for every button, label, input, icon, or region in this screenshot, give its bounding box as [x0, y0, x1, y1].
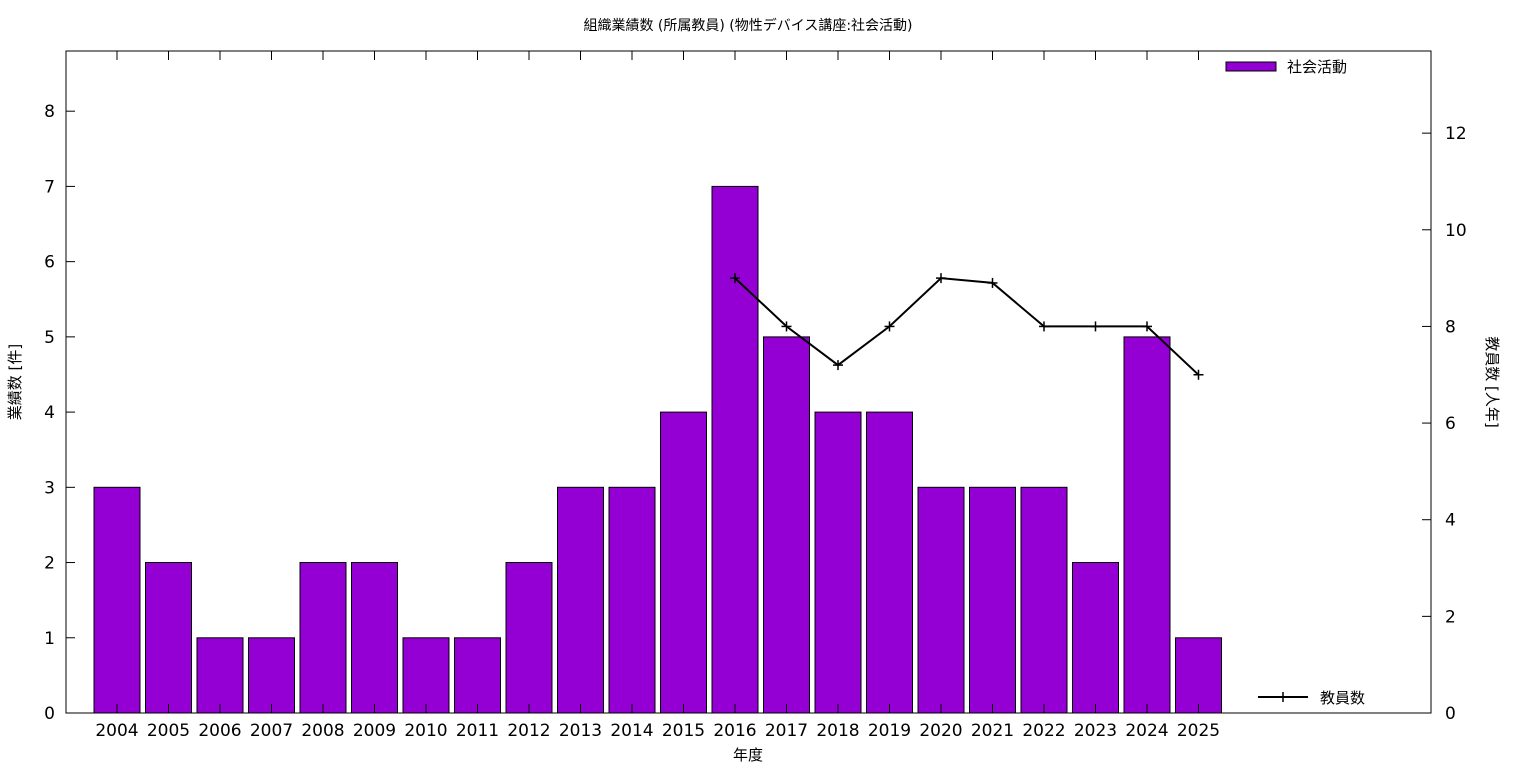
y-tick-label-7: 7 — [44, 177, 55, 197]
x-tick-label-2015: 2015 — [662, 721, 705, 741]
x-tick-label-2009: 2009 — [353, 721, 396, 741]
x-tick-label-2014: 2014 — [610, 721, 653, 741]
x-tick-label-2018: 2018 — [816, 721, 859, 741]
x-tick-label-2016: 2016 — [713, 721, 756, 741]
x-tick-label-2010: 2010 — [404, 721, 447, 741]
bars-layer — [93, 185, 1222, 714]
bar-2006 — [196, 637, 244, 714]
bar-2007 — [248, 637, 295, 714]
line-point-2020 — [936, 273, 946, 284]
x-tick-label-2011: 2011 — [456, 721, 499, 741]
bar-2020 — [917, 486, 965, 714]
bar-2012 — [505, 562, 553, 714]
x-tick-label-2021: 2021 — [971, 721, 1014, 741]
y-tick-label-5: 5 — [44, 328, 55, 348]
y2-tick-label-12: 12 — [1445, 124, 1467, 144]
y2-tick-label-0: 0 — [1445, 704, 1456, 724]
bar-2004 — [93, 486, 141, 714]
bar-2013 — [557, 486, 604, 714]
y2-tick-label-2: 2 — [1445, 607, 1456, 627]
y-tick-label-3: 3 — [44, 478, 55, 498]
x-tick-label-2022: 2022 — [1022, 721, 1065, 741]
line-point-2024 — [1142, 321, 1152, 332]
x-tick-label-2020: 2020 — [919, 721, 962, 741]
x-tick-label-2012: 2012 — [507, 721, 550, 741]
plot-frame — [65, 50, 1432, 714]
bar-2008 — [299, 562, 347, 714]
x-tick-label-2007: 2007 — [250, 721, 293, 741]
legend-bar-swatch — [1225, 61, 1277, 72]
y-axis-title: 業績数 [件] — [6, 344, 24, 420]
bar-2024 — [1123, 336, 1171, 714]
bar-2009 — [351, 562, 398, 714]
bar-2010 — [402, 637, 450, 714]
x-tick-label-2006: 2006 — [198, 721, 241, 741]
bar-2018 — [814, 411, 862, 714]
y-tick-label-0: 0 — [44, 704, 55, 724]
x-tick-label-2005: 2005 — [147, 721, 190, 741]
bar-2016 — [711, 185, 759, 714]
line-faculty-count — [734, 277, 1200, 376]
y2-tick-label-4: 4 — [1445, 511, 1456, 531]
legend-line-label: 教員数 — [1320, 689, 1365, 707]
bar-2015 — [660, 411, 707, 714]
x-tick-label-2025: 2025 — [1177, 721, 1220, 741]
bar-2019 — [866, 411, 913, 714]
chart-title: 組織業績数 (所属教員) (物性デバイス講座:社会活動) — [583, 17, 912, 34]
legend-bar-label: 社会活動 — [1287, 58, 1347, 76]
line-point-2016 — [730, 273, 740, 284]
line-point-2025 — [1193, 369, 1204, 380]
y-tick-label-8: 8 — [44, 102, 55, 122]
bar-2025 — [1175, 637, 1222, 714]
bar-2014 — [608, 486, 656, 714]
x-axis-title: 年度 — [733, 746, 763, 764]
bar-2011 — [454, 637, 501, 714]
bar-2021 — [969, 486, 1016, 714]
line-point-2021 — [987, 277, 998, 288]
bar-2023 — [1072, 562, 1119, 714]
legend-line: 教員数 — [1258, 689, 1365, 707]
y2-tick-label-10: 10 — [1445, 221, 1467, 241]
y-tick-label-6: 6 — [44, 253, 55, 273]
y2-tick-label-6: 6 — [1445, 414, 1456, 434]
x-tick-label-2024: 2024 — [1125, 721, 1168, 741]
bar-2005 — [145, 562, 192, 714]
line-point-2018 — [833, 360, 843, 371]
line-point-2019 — [884, 321, 895, 332]
line-layer — [730, 273, 1204, 380]
x-tick-label-2017: 2017 — [765, 721, 808, 741]
x-tick-label-2023: 2023 — [1074, 721, 1117, 741]
y2-tick-label-8: 8 — [1445, 317, 1456, 337]
bar-2022 — [1020, 486, 1068, 714]
line-point-2017 — [781, 321, 792, 332]
y2-axis-title: 教員数 [人年] — [1483, 336, 1501, 427]
y-tick-label-2: 2 — [44, 554, 55, 574]
x-tick-label-2013: 2013 — [559, 721, 602, 741]
x-tick-label-2019: 2019 — [868, 721, 911, 741]
line-point-2023 — [1090, 321, 1101, 332]
y-tick-label-1: 1 — [44, 629, 55, 649]
x-tick-label-2008: 2008 — [301, 721, 344, 741]
y-tick-label-4: 4 — [44, 403, 55, 423]
line-point-2022 — [1039, 321, 1049, 332]
x-tick-label-2004: 2004 — [95, 721, 138, 741]
legend-bar: 社会活動 — [1225, 58, 1347, 76]
bar-2017 — [763, 336, 810, 714]
